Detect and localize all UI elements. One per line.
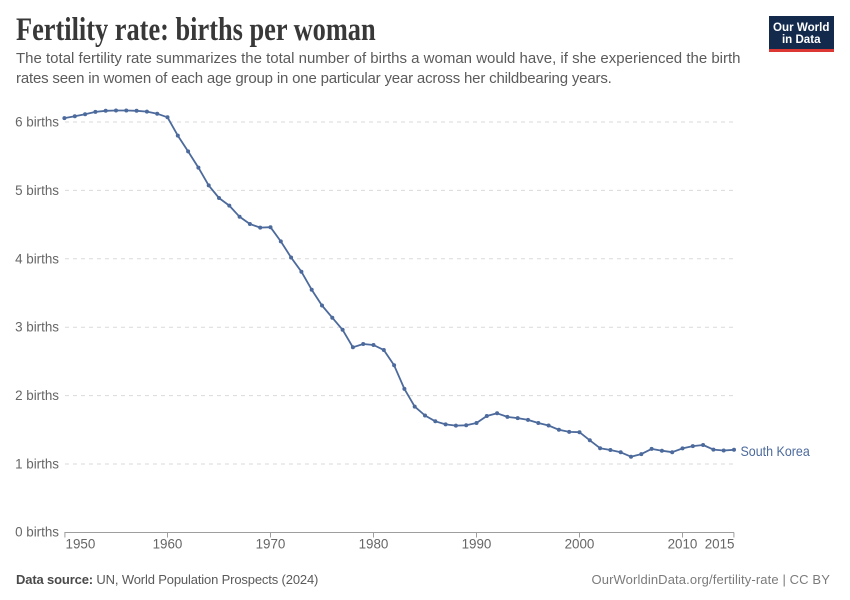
svg-text:OurWorldinData.org/fertility-r: OurWorldinData.org/fertility-rate | CC B… <box>591 572 830 587</box>
svg-text:2000: 2000 <box>565 536 595 551</box>
svg-text:1980: 1980 <box>359 536 389 551</box>
svg-text:2010: 2010 <box>668 536 698 551</box>
svg-text:1950: 1950 <box>66 536 96 551</box>
svg-text:4 births: 4 births <box>15 251 59 266</box>
svg-text:1960: 1960 <box>153 536 183 551</box>
svg-text:1 births: 1 births <box>15 457 59 472</box>
svg-text:2 births: 2 births <box>15 388 59 403</box>
svg-text:2015: 2015 <box>705 536 735 551</box>
svg-text:1990: 1990 <box>462 536 492 551</box>
svg-text:South Korea: South Korea <box>741 444 811 460</box>
svg-text:5 births: 5 births <box>15 183 59 198</box>
svg-text:0 births: 0 births <box>15 525 59 540</box>
svg-text:1970: 1970 <box>256 536 286 551</box>
svg-text:6 births: 6 births <box>15 115 59 130</box>
svg-text:Data source: UN, World Populat: Data source: UN, World Population Prospe… <box>16 572 318 587</box>
svg-text:3 births: 3 births <box>15 320 59 335</box>
